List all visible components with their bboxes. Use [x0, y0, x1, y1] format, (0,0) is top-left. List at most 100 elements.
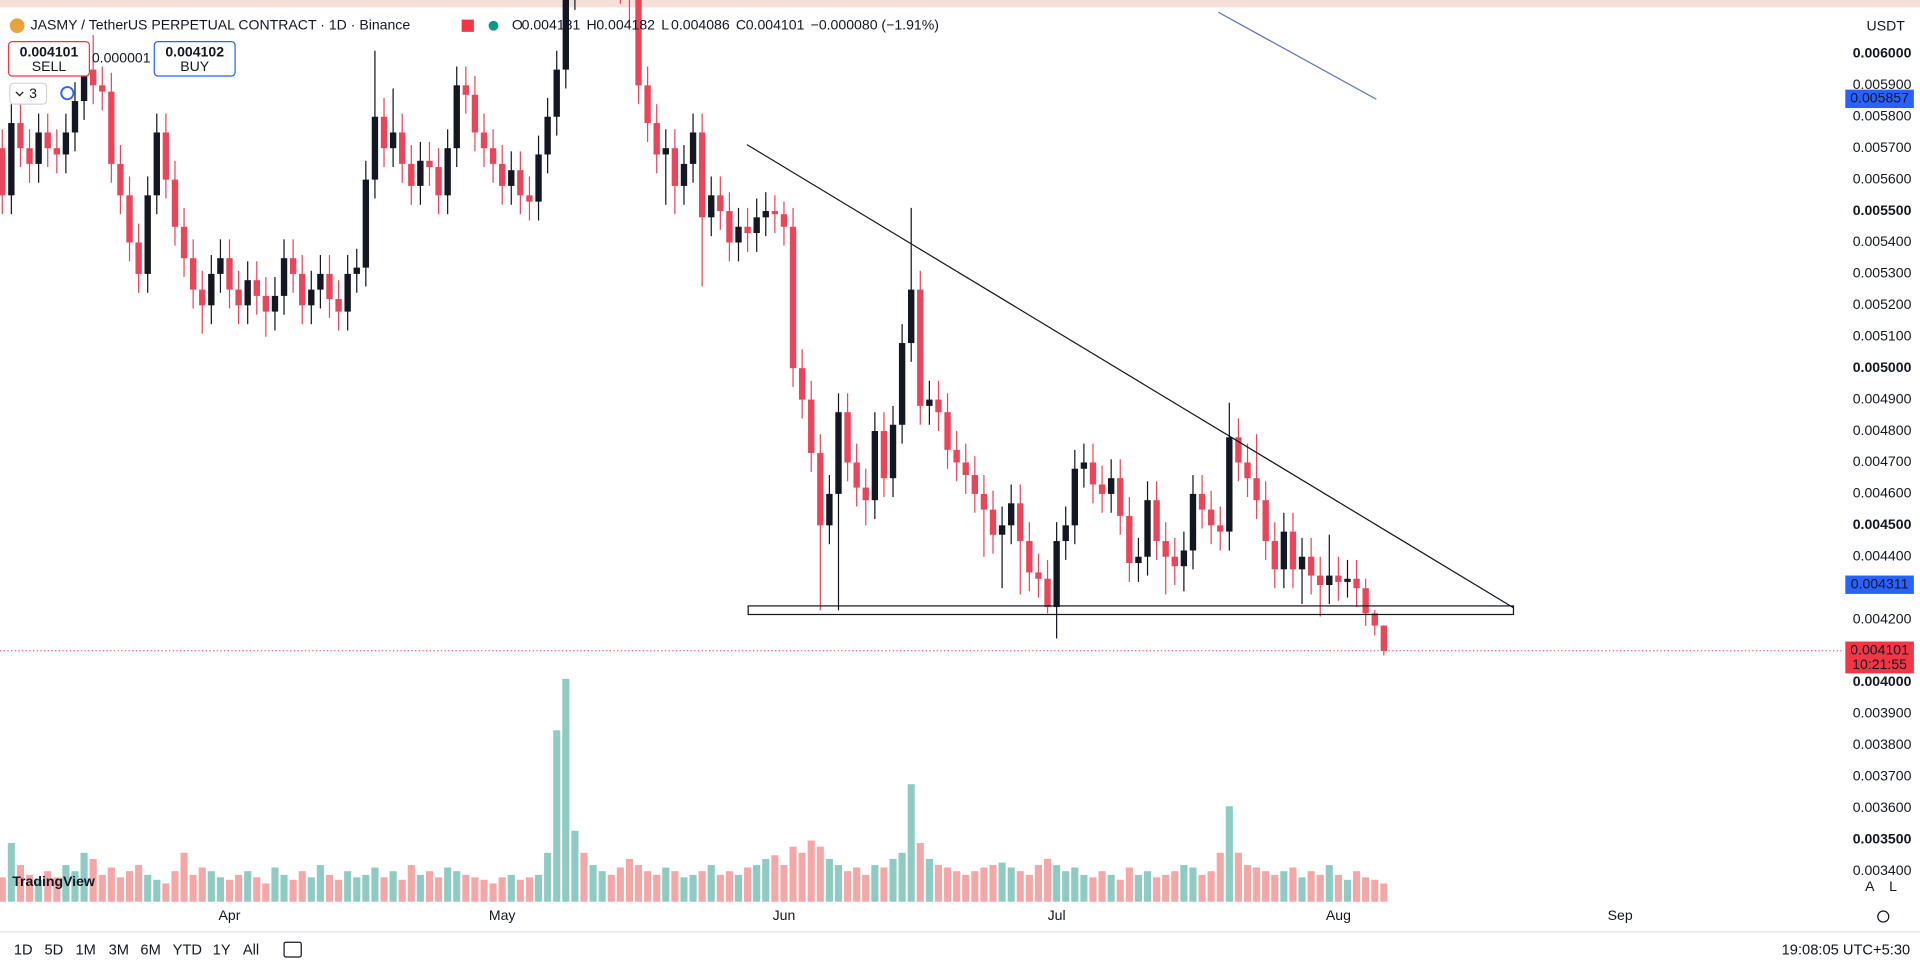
candle-body: [1344, 578, 1351, 582]
candle-body: [671, 148, 679, 186]
y-tick-label: 0.005600: [1853, 170, 1912, 186]
volume-bar: [344, 871, 352, 902]
candle-body: [935, 399, 942, 413]
volume-bar: [253, 877, 261, 902]
candle-body: [1380, 625, 1388, 651]
volume-bar: [889, 858, 897, 902]
volume-bar: [598, 871, 606, 902]
ohlc-value: 0.004181: [522, 16, 581, 32]
candle-body: [1244, 462, 1251, 479]
y-tick-label: 0.004900: [1853, 390, 1912, 406]
time-axis: Apr May Jun Jul Aug Sep: [219, 907, 1633, 923]
candle-body: [426, 160, 433, 168]
volume-bar: [980, 867, 988, 902]
timeframe-button[interactable]: 6M: [140, 943, 160, 959]
candle-body: [971, 475, 979, 494]
auto-scale[interactable]: A: [1865, 878, 1875, 894]
candle-body: [1062, 525, 1069, 542]
settings-icon[interactable]: [1877, 910, 1890, 923]
volume-bar: [571, 830, 579, 902]
timeframe-button[interactable]: 1M: [76, 943, 96, 959]
candle-body: [1026, 541, 1033, 573]
timeframe-button[interactable]: 3M: [109, 943, 129, 959]
ohlc-value: 0.004086: [671, 16, 730, 32]
symbol-icon: [9, 18, 25, 34]
volume-bar: [907, 784, 915, 902]
buy-button[interactable]: [153, 41, 236, 77]
candle-body: [326, 273, 333, 300]
volume-bar: [1280, 871, 1288, 902]
volume-bar: [744, 867, 752, 902]
candle-body: [1271, 541, 1278, 570]
volume-bar: [371, 867, 379, 902]
volume-bar: [498, 877, 506, 902]
timeframe-button[interactable]: YTD: [173, 943, 202, 959]
candle-body: [99, 85, 106, 92]
volume-bar: [244, 871, 252, 902]
candle-body: [253, 280, 260, 296]
candle-body: [1317, 575, 1324, 586]
candle-body: [908, 289, 915, 344]
volume-bar: [762, 858, 770, 902]
logo: TradingView: [12, 873, 95, 889]
candle-body: [80, 69, 88, 102]
candle-body: [517, 170, 524, 196]
volume-bar: [162, 883, 170, 902]
volume-bar: [335, 879, 343, 902]
candle-body: [89, 69, 97, 86]
candle-body: [1362, 588, 1369, 614]
volume-bar: [225, 879, 234, 902]
volume-bar: [589, 865, 597, 902]
auto-button[interactable]: [1860, 877, 1880, 897]
candle-body: [1080, 462, 1088, 469]
chart-title: JASMY / TetherUS PERPETUAL CONTRACT · 1D…: [31, 16, 411, 32]
volume-bar: [653, 874, 661, 902]
volume-bar: [480, 879, 488, 902]
candle-body: [980, 493, 988, 510]
volume-bar: [235, 874, 243, 902]
indicators-count: 3: [29, 85, 37, 101]
candle-body: [753, 217, 760, 234]
volume-bar: [807, 840, 815, 902]
candle-body: [262, 295, 270, 312]
volume-bar: [1153, 877, 1161, 902]
volume-bar: [471, 877, 479, 902]
candle-body: [1298, 556, 1306, 570]
volume-bar: [507, 874, 515, 902]
volume-bar: [307, 877, 315, 902]
volume-bar: [380, 877, 388, 902]
sell-button[interactable]: [7, 41, 91, 77]
currency[interactable]: USDT: [1867, 18, 1906, 34]
volume-bar: [7, 843, 15, 902]
volume-bar: [825, 858, 833, 902]
timeframe-button[interactable]: 1Y: [213, 943, 231, 959]
volume-bar: [1007, 867, 1015, 902]
candle-body: [798, 368, 806, 400]
volume-bar: [698, 871, 706, 902]
log-scale[interactable]: L: [1889, 878, 1897, 894]
volume-bar: [862, 874, 870, 902]
y-tick-label: 0.003400: [1853, 862, 1912, 878]
volume-bar: [707, 865, 715, 902]
candle-body: [1307, 556, 1315, 576]
calendar-icon[interactable]: [283, 941, 302, 958]
volume-bar: [1316, 874, 1324, 902]
timeframe-button[interactable]: 5D: [44, 943, 63, 959]
timeframe-button[interactable]: 1D: [14, 943, 33, 959]
y-tick-label: 0.004500: [1853, 516, 1912, 532]
candle-body: [17, 123, 24, 149]
indicators-toggle[interactable]: [9, 82, 48, 105]
candle-body: [808, 399, 815, 454]
volume-bar: [1125, 867, 1133, 902]
volume-bar: [544, 852, 552, 902]
volume-bar: [1271, 874, 1279, 902]
volume-bar: [107, 867, 115, 902]
flag-icon[interactable]: [461, 19, 474, 32]
timeframe-button[interactable]: All: [243, 943, 259, 959]
candle-body: [380, 116, 388, 149]
candle-body: [835, 412, 842, 494]
sync-icon[interactable]: [60, 86, 75, 101]
candle-body: [817, 453, 824, 526]
candle-body: [898, 343, 906, 425]
candle-body: [0, 148, 6, 196]
